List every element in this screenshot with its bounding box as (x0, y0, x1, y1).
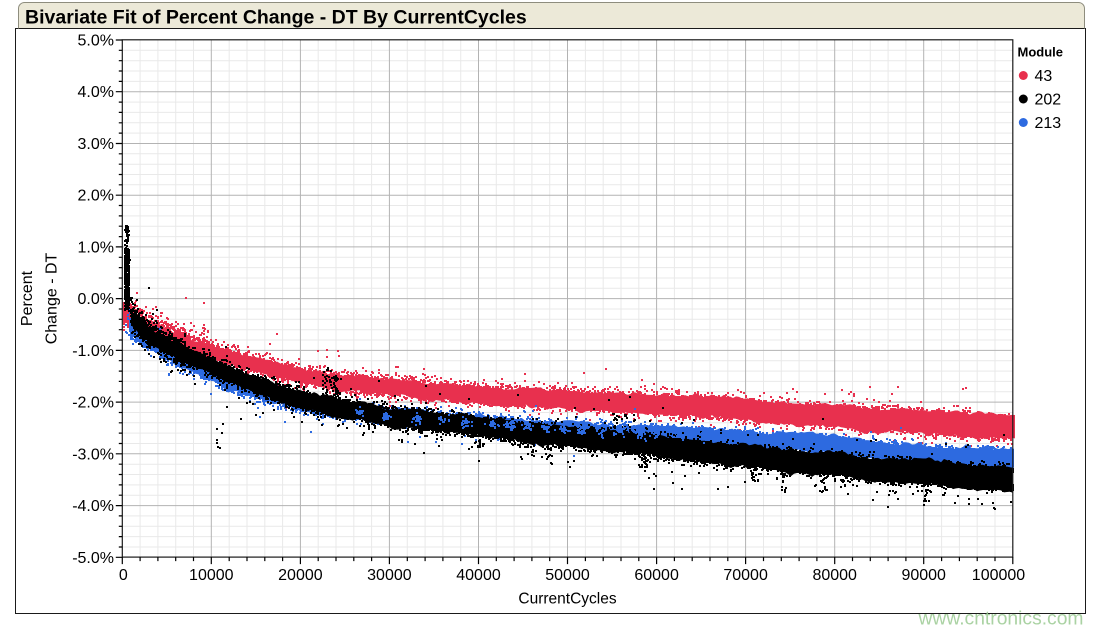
svg-text:5.0%: 5.0% (78, 33, 114, 50)
svg-text:-4.0%: -4.0% (72, 498, 114, 515)
svg-text:30000: 30000 (367, 567, 412, 584)
svg-text:www.cntronics.com: www.cntronics.com (917, 609, 1083, 630)
svg-text:50000: 50000 (545, 567, 590, 584)
svg-text:0.0%: 0.0% (78, 291, 114, 308)
svg-text:90000: 90000 (901, 567, 946, 584)
svg-text:80000: 80000 (812, 567, 857, 584)
svg-text:2.0%: 2.0% (78, 188, 114, 205)
svg-text:-3.0%: -3.0% (72, 446, 114, 463)
svg-text:0: 0 (119, 567, 128, 584)
svg-text:3.0%: 3.0% (78, 136, 114, 153)
svg-text:CurrentCycles: CurrentCycles (518, 591, 616, 608)
svg-text:70000: 70000 (723, 567, 768, 584)
svg-text:4.0%: 4.0% (78, 84, 114, 101)
svg-text:1.0%: 1.0% (78, 239, 114, 256)
svg-text:40000: 40000 (456, 567, 501, 584)
svg-text:-2.0%: -2.0% (72, 395, 114, 412)
svg-text:202: 202 (1035, 92, 1062, 109)
svg-text:43: 43 (1035, 68, 1053, 85)
svg-text:10000: 10000 (189, 567, 234, 584)
svg-text:60000: 60000 (634, 567, 679, 584)
svg-text:-1.0%: -1.0% (72, 343, 114, 360)
svg-text:213: 213 (1035, 115, 1062, 132)
svg-text:Module: Module (1018, 45, 1064, 60)
svg-text:100000: 100000 (972, 567, 1025, 584)
svg-text:Percent: Percent (19, 270, 36, 326)
svg-text:20000: 20000 (278, 567, 323, 584)
svg-text:Bivariate Fit of Percent Chang: Bivariate Fit of Percent Change - DT By … (25, 7, 527, 29)
svg-text:-5.0%: -5.0% (72, 550, 114, 567)
svg-text:Change - DT: Change - DT (44, 252, 61, 344)
